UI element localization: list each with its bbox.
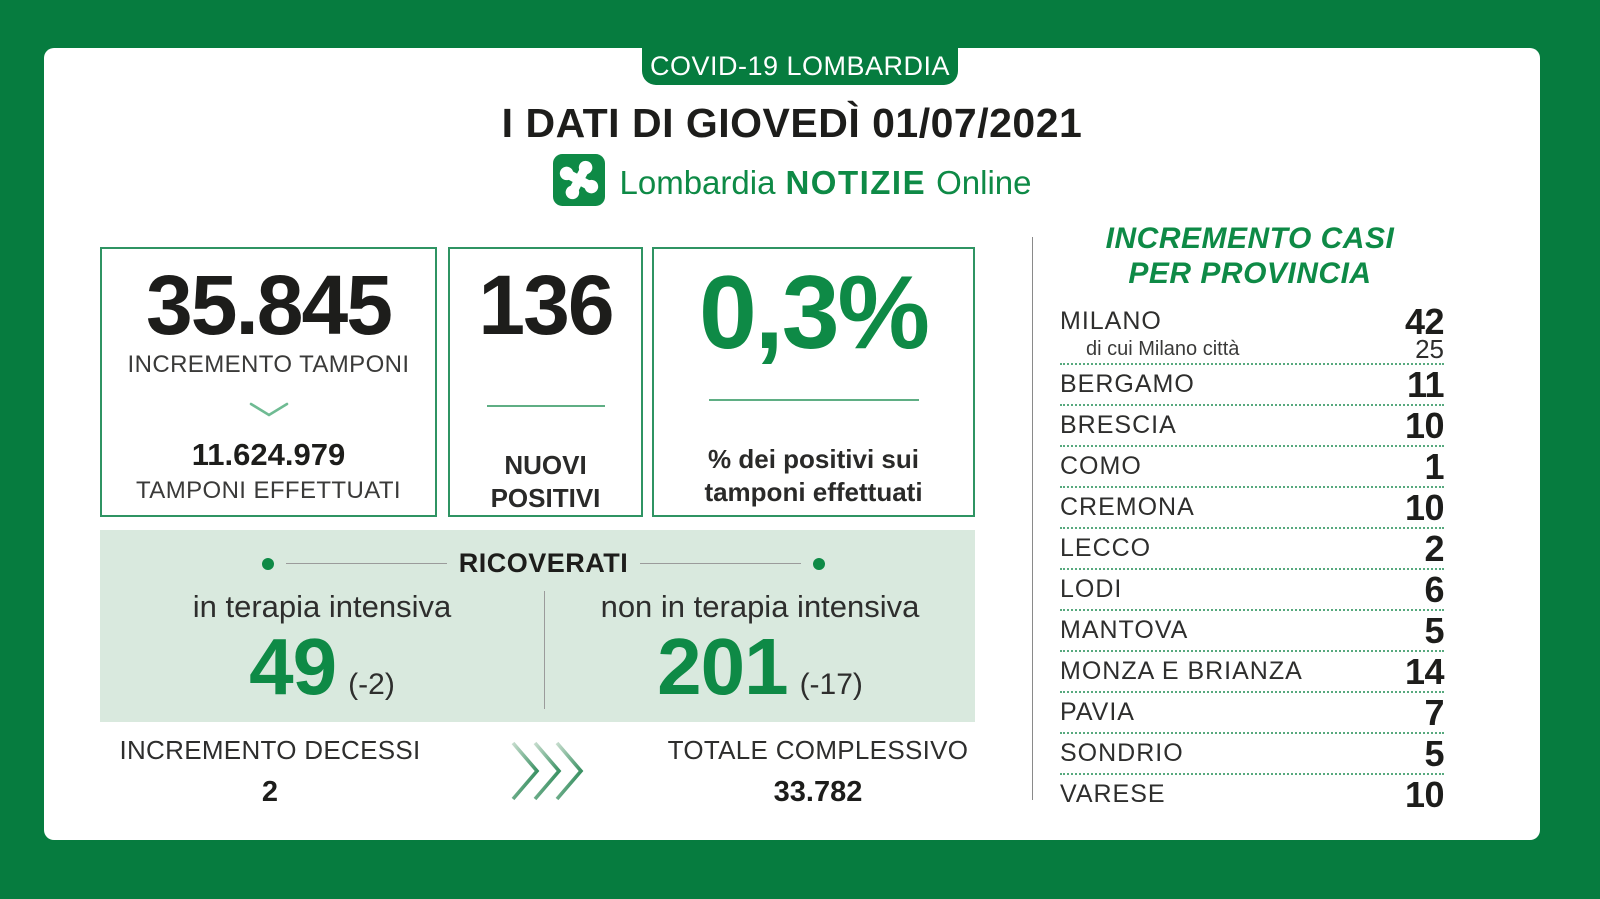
province-row: PAVIA 7 <box>1060 691 1444 734</box>
province-sub-value: 25 <box>1415 334 1444 364</box>
province-name: MILANO <box>1060 307 1162 335</box>
province-sub-name: di cui Milano città <box>1086 338 1240 360</box>
province-name: MANTOVA <box>1060 616 1189 644</box>
province-title-line2: PER PROVINCIA <box>1128 256 1372 290</box>
province-row: LECCO 2 <box>1060 527 1444 570</box>
province-value: 42 <box>1404 300 1445 342</box>
header-line <box>640 563 802 564</box>
ricoverati-section: RICOVERATI in terapia intensiva 49 (-2) … <box>100 530 975 722</box>
terapia-intensiva-block: in terapia intensiva 49 (-2) <box>100 589 544 713</box>
province-value: 1 <box>1424 445 1444 487</box>
province-value: 6 <box>1424 568 1444 610</box>
province-name: SONDRIO <box>1060 739 1184 767</box>
nuovi-positivi-card: 136 NUOVI POSITIVI <box>448 247 643 517</box>
province-value: 5 <box>1424 732 1444 774</box>
logo-notizie: NOTIZIE <box>785 163 927 201</box>
panel-divider <box>1032 237 1033 800</box>
page-title: I DATI DI GIOVEDÌ 01/07/2021 <box>501 100 1083 146</box>
logo-brand: Lombardia <box>619 163 776 201</box>
logo-online: Online <box>936 163 1032 201</box>
percentuale-positivi-card: 0,3% % dei positivi sui tamponi effettua… <box>652 247 975 517</box>
terapia-intensiva-delta: (-2) <box>348 668 395 701</box>
ricoverati-header: RICOVERATI <box>100 530 975 579</box>
tamponi-effettuati-value: 11.624.979 <box>191 437 346 472</box>
province-row: SONDRIO 5 <box>1060 732 1444 775</box>
province-name: LODI <box>1060 575 1123 603</box>
province-row: MONZA E BRIANZA 14 <box>1060 650 1445 693</box>
totale-complessivo-value: 33.782 <box>773 776 863 808</box>
province-name: MONZA E BRIANZA <box>1060 657 1303 685</box>
province-value: 2 <box>1424 527 1444 569</box>
logo: Lombardia NOTIZIE Online <box>44 154 1540 211</box>
chevron-down-icon <box>249 402 288 417</box>
card-divider <box>708 399 919 401</box>
covid-badge-label: COVID-19 LOMBARDIA <box>649 51 951 81</box>
province-value: 10 <box>1404 773 1445 815</box>
province-name: BRESCIA <box>1060 411 1177 439</box>
header-line <box>286 563 447 564</box>
nuovi-positivi-label: NUOVI POSITIVI <box>490 450 601 513</box>
province-value: 14 <box>1404 650 1445 692</box>
province-value: 11 <box>1406 363 1445 405</box>
non-terapia-intensiva-block: non in terapia intensiva 201 (-17) <box>545 589 975 713</box>
province-value: 10 <box>1404 404 1445 446</box>
non-terapia-intensiva-delta: (-17) <box>799 668 863 701</box>
incremento-decessi-value: 2 <box>261 776 279 808</box>
totale-complessivo-block: TOTALE COMPLESSIVO 33.782 <box>645 735 991 809</box>
province-name: LECCO <box>1060 534 1152 562</box>
percentuale-positivi-label: % dei positivi sui tamponi effettuati <box>704 444 923 507</box>
column-divider <box>544 591 545 709</box>
bullet-dot-icon <box>813 557 826 570</box>
incremento-tamponi-value: 35.845 <box>146 258 393 352</box>
incremento-decessi-block: INCREMENTO DECESSI 2 <box>100 735 440 809</box>
lombardia-rosette-icon <box>552 154 605 211</box>
province-row: MANTOVA 5 <box>1060 609 1444 652</box>
province-row: MILANO 42 di cui Milano città 25 <box>1060 300 1445 365</box>
non-terapia-intensiva-value: 201 <box>657 622 788 711</box>
province-value: 5 <box>1424 609 1444 651</box>
province-value: 10 <box>1404 486 1445 528</box>
province-row: COMO 1 <box>1060 445 1444 488</box>
province-name: PAVIA <box>1060 698 1135 726</box>
card-divider <box>486 405 605 407</box>
province-row: BRESCIA 10 <box>1060 404 1445 447</box>
province-name: BERGAMO <box>1060 370 1195 398</box>
province-panel-title: INCREMENTO CASI PER PROVINCIA <box>1050 222 1450 291</box>
province-row: BERGAMO 11 <box>1060 363 1445 406</box>
ricoverati-title: RICOVERATI <box>458 548 629 578</box>
incremento-tamponi-label: INCREMENTO TAMPONI <box>127 351 410 378</box>
bullet-dot-icon <box>262 557 274 570</box>
tamponi-card: 35.845 INCREMENTO TAMPONI 11.624.979 TAM… <box>100 247 437 517</box>
totale-complessivo-label: TOTALE COMPLESSIVO <box>667 735 969 765</box>
province-name: VARESE <box>1060 780 1166 808</box>
province-value: 7 <box>1424 691 1444 733</box>
province-list: MILANO 42 di cui Milano città 25 BERGAMO… <box>1060 300 1445 815</box>
tamponi-effettuati-label: TAMPONI EFFETTUATI <box>136 477 401 504</box>
province-title-line1: INCREMENTO CASI <box>1105 222 1395 255</box>
triple-chevron-right-icon <box>511 741 584 801</box>
incremento-decessi-label: INCREMENTO DECESSI <box>119 735 421 765</box>
province-name: CREMONA <box>1060 493 1195 521</box>
province-row: LODI 6 <box>1060 568 1444 611</box>
non-terapia-intensiva-label: non in terapia intensiva <box>600 589 920 624</box>
province-subrow: di cui Milano città 25 <box>1060 334 1444 364</box>
nuovi-positivi-value: 136 <box>478 258 614 352</box>
percentuale-positivi-value: 0,3% <box>698 255 930 371</box>
province-name: COMO <box>1060 452 1142 480</box>
terapia-intensiva-label: in terapia intensiva <box>192 589 452 624</box>
covid-badge: COVID-19 LOMBARDIA <box>642 48 958 85</box>
province-row: CREMONA 10 <box>1060 486 1445 529</box>
logo-wordmark: Lombardia NOTIZIE Online <box>620 164 1032 202</box>
terapia-intensiva-value: 49 <box>249 622 337 711</box>
province-row: VARESE 10 <box>1060 773 1445 815</box>
